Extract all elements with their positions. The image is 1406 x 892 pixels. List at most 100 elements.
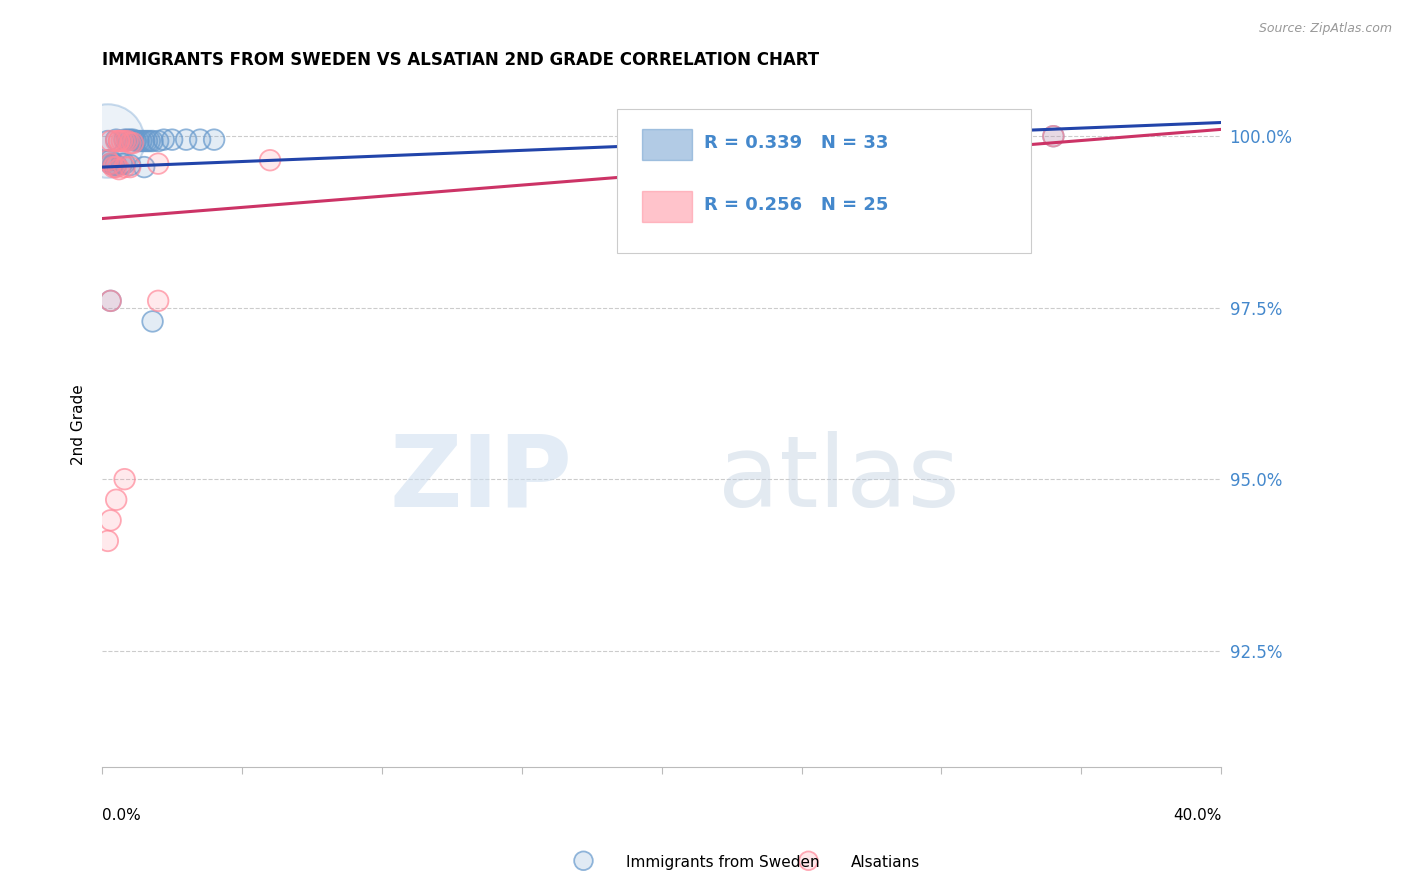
Point [108, 134, 131, 148]
Point [139, 134, 162, 148]
Point [108, 134, 131, 148]
Point [146, 156, 169, 170]
Point [111, 134, 134, 148]
Point [117, 133, 139, 147]
Point [142, 134, 165, 148]
Point [122, 133, 145, 147]
Point [100, 293, 122, 308]
Point [125, 134, 148, 148]
Point [100, 293, 122, 308]
Text: atlas: atlas [717, 431, 959, 528]
Point [100, 156, 122, 170]
Point [122, 136, 145, 150]
Point [103, 156, 125, 170]
Point [105, 134, 128, 148]
Point [97, 134, 120, 148]
Text: 40.0%: 40.0% [1173, 808, 1222, 823]
Point [120, 136, 142, 150]
Text: Immigrants from Sweden: Immigrants from Sweden [626, 855, 820, 870]
Point [114, 160, 136, 174]
Point [797, 854, 820, 868]
FancyBboxPatch shape [641, 191, 692, 222]
Point [105, 133, 128, 147]
Point [100, 134, 122, 148]
Point [114, 134, 136, 148]
Point [134, 134, 156, 148]
Point [114, 156, 136, 170]
Point [1042, 129, 1064, 144]
Point [120, 133, 142, 147]
Point [160, 133, 183, 147]
Point [108, 162, 131, 177]
Point [105, 158, 128, 172]
Point [120, 160, 142, 174]
Point [152, 133, 174, 147]
Point [103, 160, 125, 174]
Point [100, 293, 122, 308]
Point [100, 153, 122, 168]
Text: 0.0%: 0.0% [103, 808, 141, 823]
Point [97, 533, 120, 548]
Point [111, 156, 134, 170]
Point [103, 158, 125, 172]
Point [100, 134, 122, 148]
Point [97, 153, 120, 168]
Y-axis label: 2nd Grade: 2nd Grade [72, 384, 86, 465]
Point [188, 133, 211, 147]
Point [134, 160, 156, 174]
Point [259, 153, 281, 168]
Point [105, 134, 128, 148]
Point [202, 133, 225, 147]
Point [797, 854, 820, 868]
Point [100, 153, 122, 168]
Point [114, 472, 136, 486]
Point [188, 133, 211, 147]
Point [572, 854, 595, 868]
Point [97, 134, 120, 148]
Point [114, 133, 136, 147]
Text: ZIP: ZIP [389, 431, 572, 528]
Point [134, 134, 156, 148]
Point [142, 134, 165, 148]
Point [152, 133, 174, 147]
Point [117, 134, 139, 148]
Point [108, 162, 131, 177]
Point [111, 134, 134, 148]
Point [103, 158, 125, 172]
Point [105, 133, 128, 147]
Point [97, 533, 120, 548]
Point [100, 513, 122, 527]
Point [97, 153, 120, 168]
Text: R = 0.339   N = 33: R = 0.339 N = 33 [704, 134, 889, 152]
Point [131, 134, 153, 148]
Text: Alsatians: Alsatians [851, 855, 920, 870]
Point [105, 492, 128, 507]
Point [139, 134, 162, 148]
Point [105, 492, 128, 507]
Point [103, 156, 125, 170]
Point [146, 293, 169, 308]
Point [122, 136, 145, 150]
Point [1042, 129, 1064, 144]
Point [131, 134, 153, 148]
Point [1042, 129, 1064, 144]
Point [142, 314, 165, 328]
Point [202, 133, 225, 147]
Point [174, 133, 197, 147]
Point [120, 133, 142, 147]
Text: IMMIGRANTS FROM SWEDEN VS ALSATIAN 2ND GRADE CORRELATION CHART: IMMIGRANTS FROM SWEDEN VS ALSATIAN 2ND G… [103, 51, 820, 69]
Point [117, 134, 139, 148]
Point [1042, 129, 1064, 144]
Point [114, 472, 136, 486]
Point [103, 160, 125, 174]
Point [128, 134, 150, 148]
Point [97, 153, 120, 168]
Point [146, 134, 169, 148]
Point [114, 156, 136, 170]
Point [120, 160, 142, 174]
Point [120, 158, 142, 172]
Point [142, 314, 165, 328]
Point [572, 854, 595, 868]
Point [100, 156, 122, 170]
Point [128, 134, 150, 148]
